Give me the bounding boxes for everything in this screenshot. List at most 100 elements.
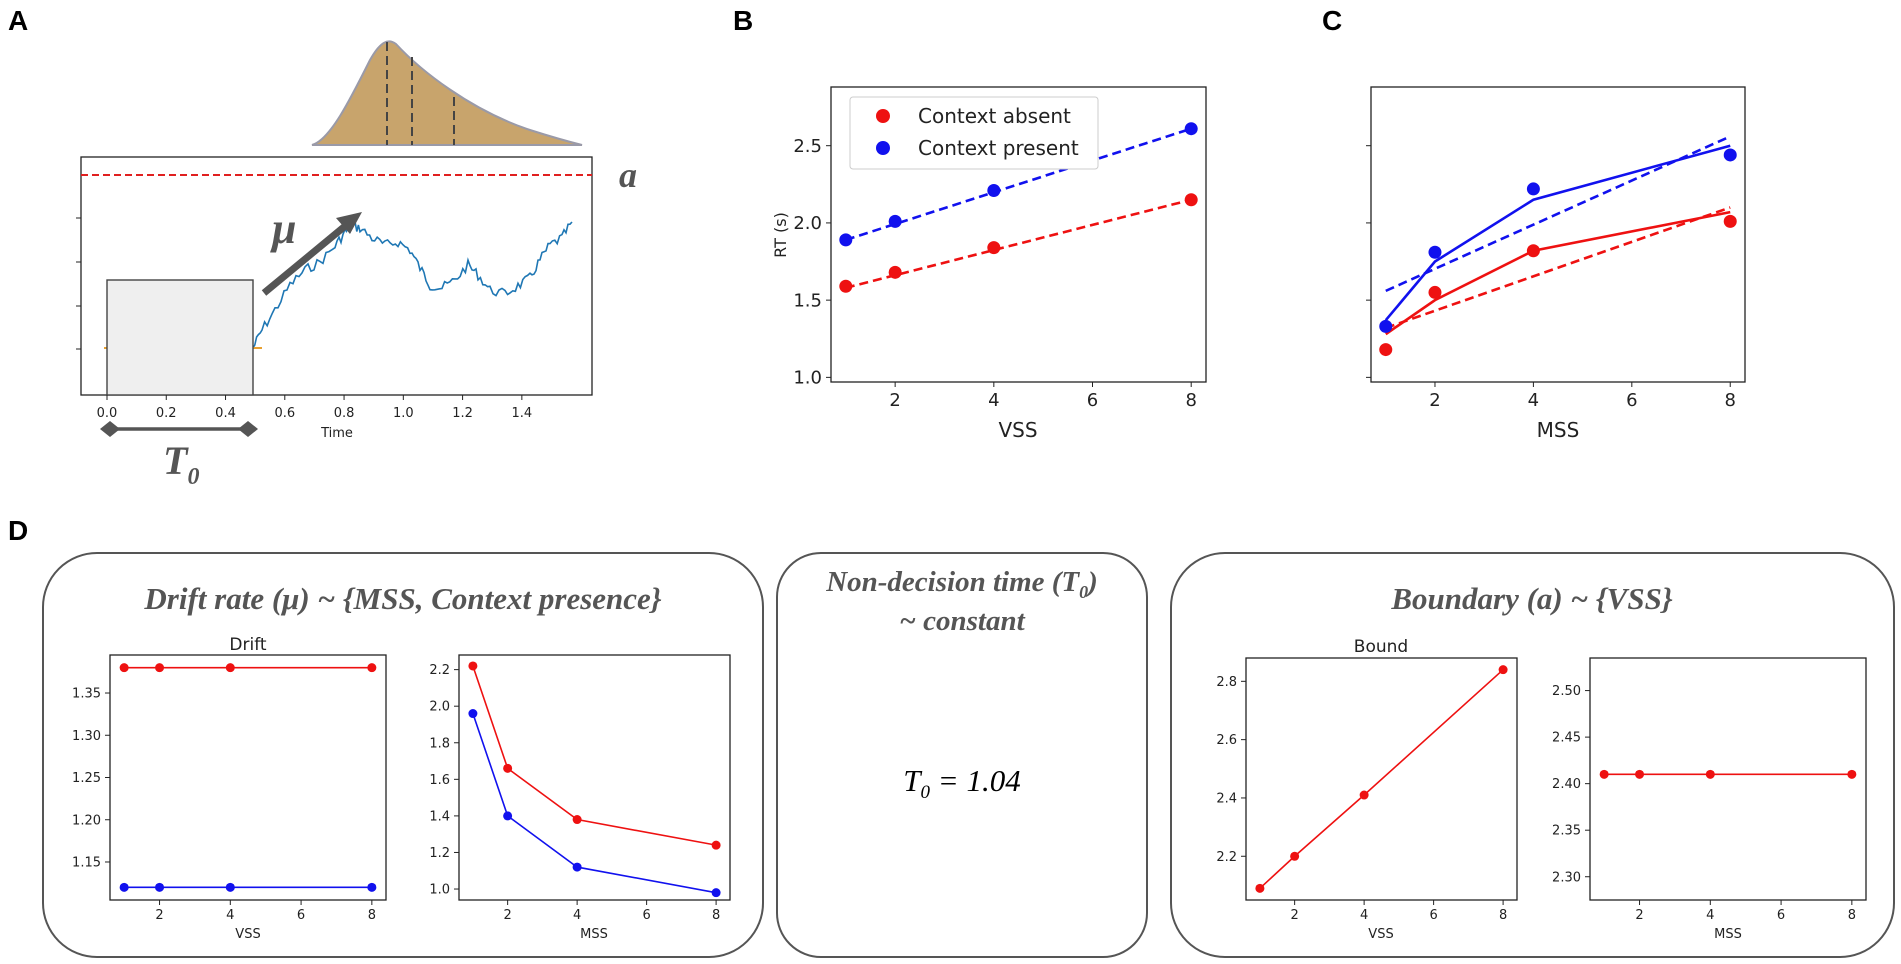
- data-point-C-1-1: [1428, 245, 1442, 259]
- y-tick-label-B-1.5: 1.5: [793, 290, 822, 311]
- data-point-B-1-3: [1184, 122, 1198, 136]
- drift-rate-title: Drift rate (μ) ~ {MSS, Context presence}: [143, 581, 661, 616]
- panel-c-chart: 2 4 6 8 MSS: [1366, 86, 1746, 442]
- x-tick-label-B-4: 4: [988, 390, 999, 411]
- series-point-D2-0-2: [572, 815, 582, 825]
- x-tick-label-D1-4: 4: [226, 908, 234, 923]
- non-decision-time-box: [776, 552, 1148, 958]
- legend-marker-present: [876, 141, 890, 155]
- panel-label-a: A: [8, 5, 28, 36]
- y-tick-label-D3-2.4: 2.4: [1216, 792, 1237, 807]
- y-tick-label-B-2.5: 2.5: [793, 136, 822, 157]
- panel-b-xlabel: VSS: [998, 418, 1037, 442]
- data-point-B-0-1: [888, 265, 902, 279]
- rt-distribution-histogram: [311, 40, 583, 146]
- series-point-D1-1-1: [155, 882, 165, 892]
- panel-b-ylabel: RT (s): [771, 212, 790, 258]
- series-point-D1-1-2: [225, 882, 235, 892]
- series-point-D4-0-2: [1705, 769, 1715, 779]
- data-point-B-1-0: [839, 233, 853, 247]
- x-tick-label-D3-2: 2: [1291, 908, 1299, 923]
- x-tick-label-D4-6: 6: [1777, 908, 1785, 923]
- x-tick-label-D4-4: 4: [1706, 908, 1714, 923]
- data-point-C-0-2: [1526, 244, 1540, 258]
- boundary-title: Boundary (a) ~ {VSS}: [1390, 581, 1672, 616]
- d1-title: Drift: [229, 635, 266, 655]
- y-tick-label-D2-2: 2.0: [429, 700, 450, 715]
- x-tick-label-D1-8: 8: [368, 908, 376, 923]
- x-tick-label-D3-6: 6: [1429, 908, 1437, 923]
- y-tick-label-D1-1.3: 1.30: [72, 729, 101, 744]
- data-point-C-0-3: [1723, 214, 1737, 228]
- data-point-C-1-0: [1379, 319, 1393, 333]
- series-point-D2-0-0: [468, 661, 478, 671]
- y-tick-label-D2-1.8: 1.8: [429, 736, 450, 751]
- drift-rate-box: [42, 552, 764, 958]
- d4-frame: [1589, 657, 1867, 901]
- panel-c-frame: [1370, 86, 1746, 383]
- x-tick-label-B-6: 6: [1087, 390, 1098, 411]
- d3-title: Bound: [1354, 637, 1408, 657]
- x-tick-label-D2-2: 2: [504, 908, 512, 923]
- t0-left-diamond: [100, 421, 120, 437]
- panel-label-b: B: [733, 5, 753, 36]
- y-tick-label-D3-2.6: 2.6: [1216, 733, 1237, 748]
- d3-frame: [1245, 657, 1518, 901]
- series-point-D3-0-3: [1498, 665, 1508, 675]
- x-tick-label-C-6: 6: [1626, 390, 1637, 411]
- x-tick-label-B-2: 2: [889, 390, 900, 411]
- panel-d: Drift rate (μ) ~ {MSS, Context presence}…: [42, 552, 1895, 958]
- y-tick-label-B-2: 2.0: [793, 213, 822, 234]
- y-tick-label-D2-2.2: 2.2: [429, 663, 450, 678]
- x-tick-label-C-2: 2: [1429, 390, 1440, 411]
- drift-label: μ: [270, 204, 296, 253]
- fit-line-C-0: [1385, 206, 1731, 330]
- y-tick-label-D1-1.15: 1.15: [72, 856, 101, 871]
- model-line-C-0: [1385, 210, 1731, 336]
- series-point-D2-0-3: [711, 840, 721, 850]
- drift-mss-chart: 2 4 6 8 1.0 1.2 1.4 1.6 1.8 2.0 2.2 MSS: [429, 654, 731, 942]
- x-tick-label-D4-8: 8: [1848, 908, 1856, 923]
- d2-xlabel: MSS: [580, 927, 608, 942]
- panel-a-x-tick-label: 0.8: [334, 406, 355, 421]
- data-point-B-1-2: [987, 183, 1001, 197]
- series-point-D1-1-0: [119, 882, 129, 892]
- y-tick-label-D2-1.4: 1.4: [429, 809, 450, 824]
- series-point-D2-1-1: [503, 811, 513, 821]
- series-point-D1-0-0: [119, 663, 129, 673]
- series-line-D3-0: [1259, 669, 1504, 889]
- series-point-D3-0-0: [1255, 883, 1265, 893]
- d2-frame: [458, 654, 731, 901]
- y-tick-label-D1-1.35: 1.35: [72, 687, 101, 702]
- series-line-D2-1: [472, 713, 717, 894]
- d1-frame: [109, 654, 387, 901]
- series-point-D1-0-1: [155, 663, 165, 673]
- y-tick-label-D1-1.2: 1.20: [72, 813, 101, 828]
- y-tick-label-D1-1.25: 1.25: [72, 771, 101, 786]
- panel-b-legend: Context absent Context present: [849, 96, 1099, 170]
- y-tick-label-D3-2.2: 2.2: [1216, 850, 1237, 865]
- panel-a-x-tick-label: 0.6: [274, 406, 295, 421]
- legend-marker-absent: [876, 109, 890, 123]
- d3-xlabel: VSS: [1368, 927, 1393, 942]
- panel-a-xlabel: Time: [320, 426, 353, 441]
- data-point-C-1-2: [1526, 182, 1540, 196]
- panel-label-d: D: [8, 515, 28, 546]
- drift-arrow-head: [336, 212, 362, 234]
- d1-xlabel: VSS: [235, 927, 260, 942]
- series-point-D2-1-0: [468, 709, 478, 719]
- data-point-C-1-3: [1723, 148, 1737, 162]
- panel-a: a μ 0.0 0.2 0.4 0.6 0.8 1.0 1.2 1.4 Time T0: [76, 40, 637, 490]
- series-point-D4-0-3: [1847, 769, 1857, 779]
- y-tick-label-D4-2.35: 2.35: [1552, 824, 1581, 839]
- t0-label: T0: [163, 438, 199, 490]
- series-point-D1-0-3: [367, 663, 377, 673]
- panel-a-x-tick-label: 0.4: [215, 406, 236, 421]
- non-decision-title-line2: ~ constant: [899, 605, 1025, 637]
- series-point-D3-0-1: [1290, 851, 1300, 861]
- non-decision-title-line1: Non-decision time (T0): [825, 566, 1098, 602]
- panel-a-x-tick-label: 1.2: [452, 406, 473, 421]
- legend-box: [849, 96, 1099, 170]
- bound-mss-chart: 2 4 6 8 2.30 2.35 2.40 2.45 2.50 MSS: [1552, 657, 1867, 942]
- series-point-D2-1-3: [711, 888, 721, 898]
